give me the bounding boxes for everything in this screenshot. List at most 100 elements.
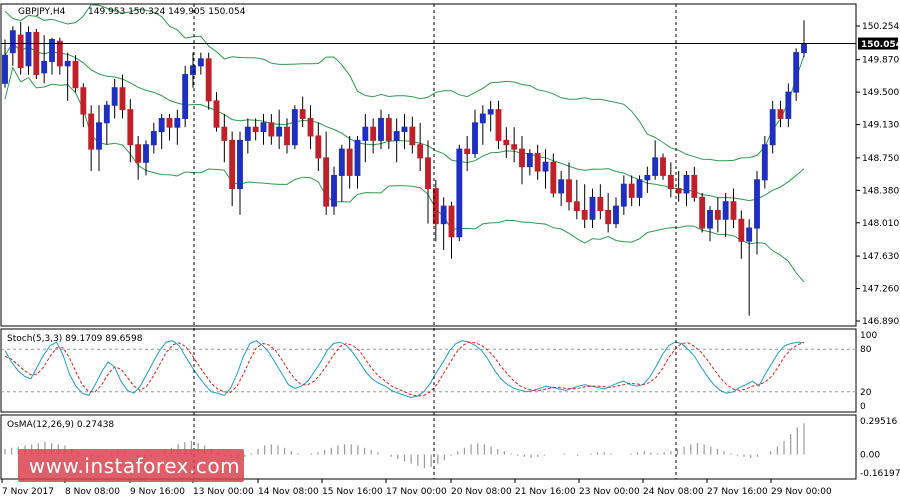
price-tick-label: 146.890 xyxy=(862,317,899,327)
candle-body xyxy=(284,126,290,146)
candle-body xyxy=(738,218,745,242)
candle-body xyxy=(111,87,118,106)
candle-body xyxy=(276,126,283,137)
candle-body xyxy=(213,100,220,128)
candle-body xyxy=(777,109,784,119)
candle-body xyxy=(597,196,604,212)
candle-body xyxy=(503,139,510,146)
stoch-signal-line xyxy=(4,341,805,397)
price-tick-label: 149.500 xyxy=(862,88,899,98)
stoch-tick-label: 100 xyxy=(860,331,877,341)
x-tick-label: 13 Nov 00:00 xyxy=(193,487,254,497)
watermark-logo: [ www.instaforex.com ] xyxy=(7,449,255,482)
candle-body xyxy=(667,174,674,190)
candle-body xyxy=(17,34,24,69)
main-panel xyxy=(0,3,857,327)
candle-body xyxy=(252,126,259,133)
osma-tick-label: -0.16197 xyxy=(860,469,900,479)
x-tick-label: 20 Nov 08:00 xyxy=(451,487,512,497)
candle-body xyxy=(511,144,518,150)
candle-body xyxy=(401,126,408,133)
candle-body xyxy=(464,148,471,155)
candle-body xyxy=(714,210,721,220)
candle-body xyxy=(315,135,322,159)
candle-body xyxy=(291,109,298,146)
candle-body xyxy=(440,205,447,225)
x-tick-label: 15 Nov 16:00 xyxy=(322,487,383,497)
x-tick-label: 23 Nov 00:00 xyxy=(579,487,640,497)
candle-body xyxy=(64,60,71,67)
x-tick-label: 8 Nov 08:00 xyxy=(65,487,120,497)
band-upper xyxy=(4,4,805,162)
candle-body xyxy=(244,126,251,141)
candle-body xyxy=(260,122,267,133)
candle-body xyxy=(801,43,807,54)
candle-body xyxy=(589,196,596,220)
x-tick-label: 17 Nov 00:00 xyxy=(386,487,447,497)
candle-body xyxy=(49,39,55,62)
candle-body xyxy=(620,183,627,207)
osma-tick-label: 0.29516 xyxy=(860,417,897,427)
candle-body xyxy=(479,113,486,124)
candle-body xyxy=(722,201,729,220)
candle-body xyxy=(33,31,40,76)
ohlc-readout: 149.953 150.324 149.905 150.054 xyxy=(88,7,246,17)
osma-tick-label: 0.00 xyxy=(860,451,880,461)
chart-title: GBPJPY,H4 xyxy=(18,7,66,17)
x-tick-label: 21 Nov 16:00 xyxy=(515,487,576,497)
x-tick-label: 9 Nov 16:00 xyxy=(130,487,185,497)
candle-body xyxy=(331,174,337,207)
candle-body xyxy=(41,60,48,74)
candle-body xyxy=(174,117,181,128)
stoch-tick-label: 80 xyxy=(860,345,872,355)
candle-body xyxy=(636,179,643,198)
candle-body xyxy=(456,148,463,238)
candle-body xyxy=(526,153,533,168)
candle-body xyxy=(25,31,32,67)
price-tick-label: 149.870 xyxy=(862,56,899,66)
candle-body xyxy=(644,174,651,181)
candle-body xyxy=(9,30,16,54)
candle-body xyxy=(769,109,776,146)
candle-body xyxy=(393,131,400,141)
candle-body xyxy=(581,210,588,220)
stoch-title: Stoch(5,3,3) 89.1709 89.6598 xyxy=(7,334,143,344)
candle-body xyxy=(566,179,572,203)
candle-body xyxy=(448,205,455,238)
candle-body xyxy=(409,126,416,146)
candle-body xyxy=(385,117,392,141)
candle-body xyxy=(119,87,126,111)
candle-body xyxy=(425,157,431,190)
candle-body xyxy=(56,40,63,67)
candle-body xyxy=(605,210,612,225)
candle-body xyxy=(299,109,306,119)
price-tick-label: 148.750 xyxy=(862,154,899,164)
current-price-badge xyxy=(858,37,898,50)
candle-body xyxy=(96,122,102,150)
candle-body xyxy=(229,139,236,190)
candle-body xyxy=(135,144,142,163)
candle-body xyxy=(761,144,768,181)
stoch-panel xyxy=(0,328,857,413)
candle-body xyxy=(534,153,541,172)
candle-body xyxy=(417,144,424,159)
candle-body xyxy=(338,148,345,176)
candle-body xyxy=(754,179,760,229)
x-tick-label: 27 Nov 16:00 xyxy=(707,487,768,497)
candle-body xyxy=(370,126,377,141)
candle-body xyxy=(652,157,659,176)
candle-body xyxy=(487,109,494,115)
current-price-label: 150.054 xyxy=(861,40,900,50)
candle-body xyxy=(558,179,565,194)
candle-body xyxy=(699,196,706,229)
osma-panel xyxy=(0,414,857,480)
candle-body xyxy=(103,104,110,124)
candle-body xyxy=(378,117,384,141)
price-tick-label: 148.010 xyxy=(862,219,899,229)
price-tick-label: 147.630 xyxy=(862,252,899,262)
candle-body xyxy=(660,157,666,176)
x-tick-label: 24 Nov 08:00 xyxy=(643,487,704,497)
candle-body xyxy=(323,157,330,207)
candle-body xyxy=(573,201,580,212)
